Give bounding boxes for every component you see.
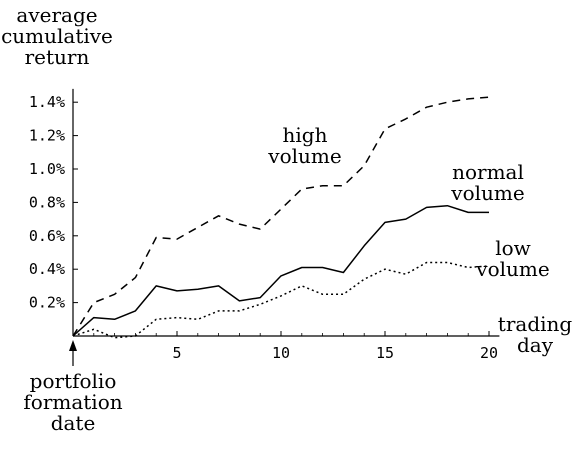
x-axis-title-line: day: [517, 333, 554, 357]
series-label-high-volume-line: volume: [267, 144, 341, 168]
y-tick-label: 0.4%: [29, 260, 65, 278]
series-label-low-volume: low volume: [475, 236, 549, 281]
formation-date-annotation-line: date: [51, 411, 96, 435]
formation-arrow-head: [69, 340, 77, 351]
series-label-normal-volume-line: volume: [450, 181, 524, 205]
ticks: 0.2% 0.4% 0.6% 0.8% 1.0% 1.2% 1.4% 5 10 15 20: [29, 93, 498, 362]
high-volume-line: [72, 96, 490, 337]
y-axis-title: average cumulative return: [1, 3, 113, 69]
y-tick-label: 1.0%: [29, 160, 65, 178]
series-lines: [72, 96, 490, 339]
formation-date-annotation-line: portfolio: [30, 369, 117, 393]
formation-date-annotation: portfolio formation date: [23, 369, 122, 435]
x-tick-label: 20: [480, 344, 498, 362]
series-label-normal-volume: normal volume: [450, 160, 524, 205]
axes: [72, 88, 500, 337]
x-axis-title: trading day: [498, 312, 573, 357]
x-tick-label: 10: [272, 344, 290, 362]
series-label-low-volume-line: low: [495, 236, 531, 260]
series-label-high-volume: high volume: [267, 123, 341, 168]
y-tick-label: 0.6%: [29, 227, 65, 245]
y-axis-title-line: return: [25, 45, 90, 69]
low-volume-line: [72, 261, 490, 339]
x-tick-label: 15: [376, 344, 394, 362]
series-label-normal-volume-line: normal: [452, 160, 524, 184]
series-label-low-volume-line: volume: [475, 257, 549, 281]
normal-volume-line: [72, 204, 489, 337]
series-label-high-volume-line: high: [283, 123, 328, 147]
y-tick-label: 1.2%: [29, 127, 65, 145]
formation-date-annotation-line: formation: [23, 390, 122, 414]
x-tick-label: 5: [172, 344, 181, 362]
y-axis-title-line: cumulative: [1, 24, 113, 48]
y-axis-title-line: average: [16, 3, 97, 27]
y-tick-label: 0.8%: [29, 193, 65, 211]
y-tick-label: 1.4%: [29, 93, 65, 111]
y-tick-label: 0.2%: [29, 294, 65, 312]
x-axis-title-line: trading: [498, 312, 573, 336]
